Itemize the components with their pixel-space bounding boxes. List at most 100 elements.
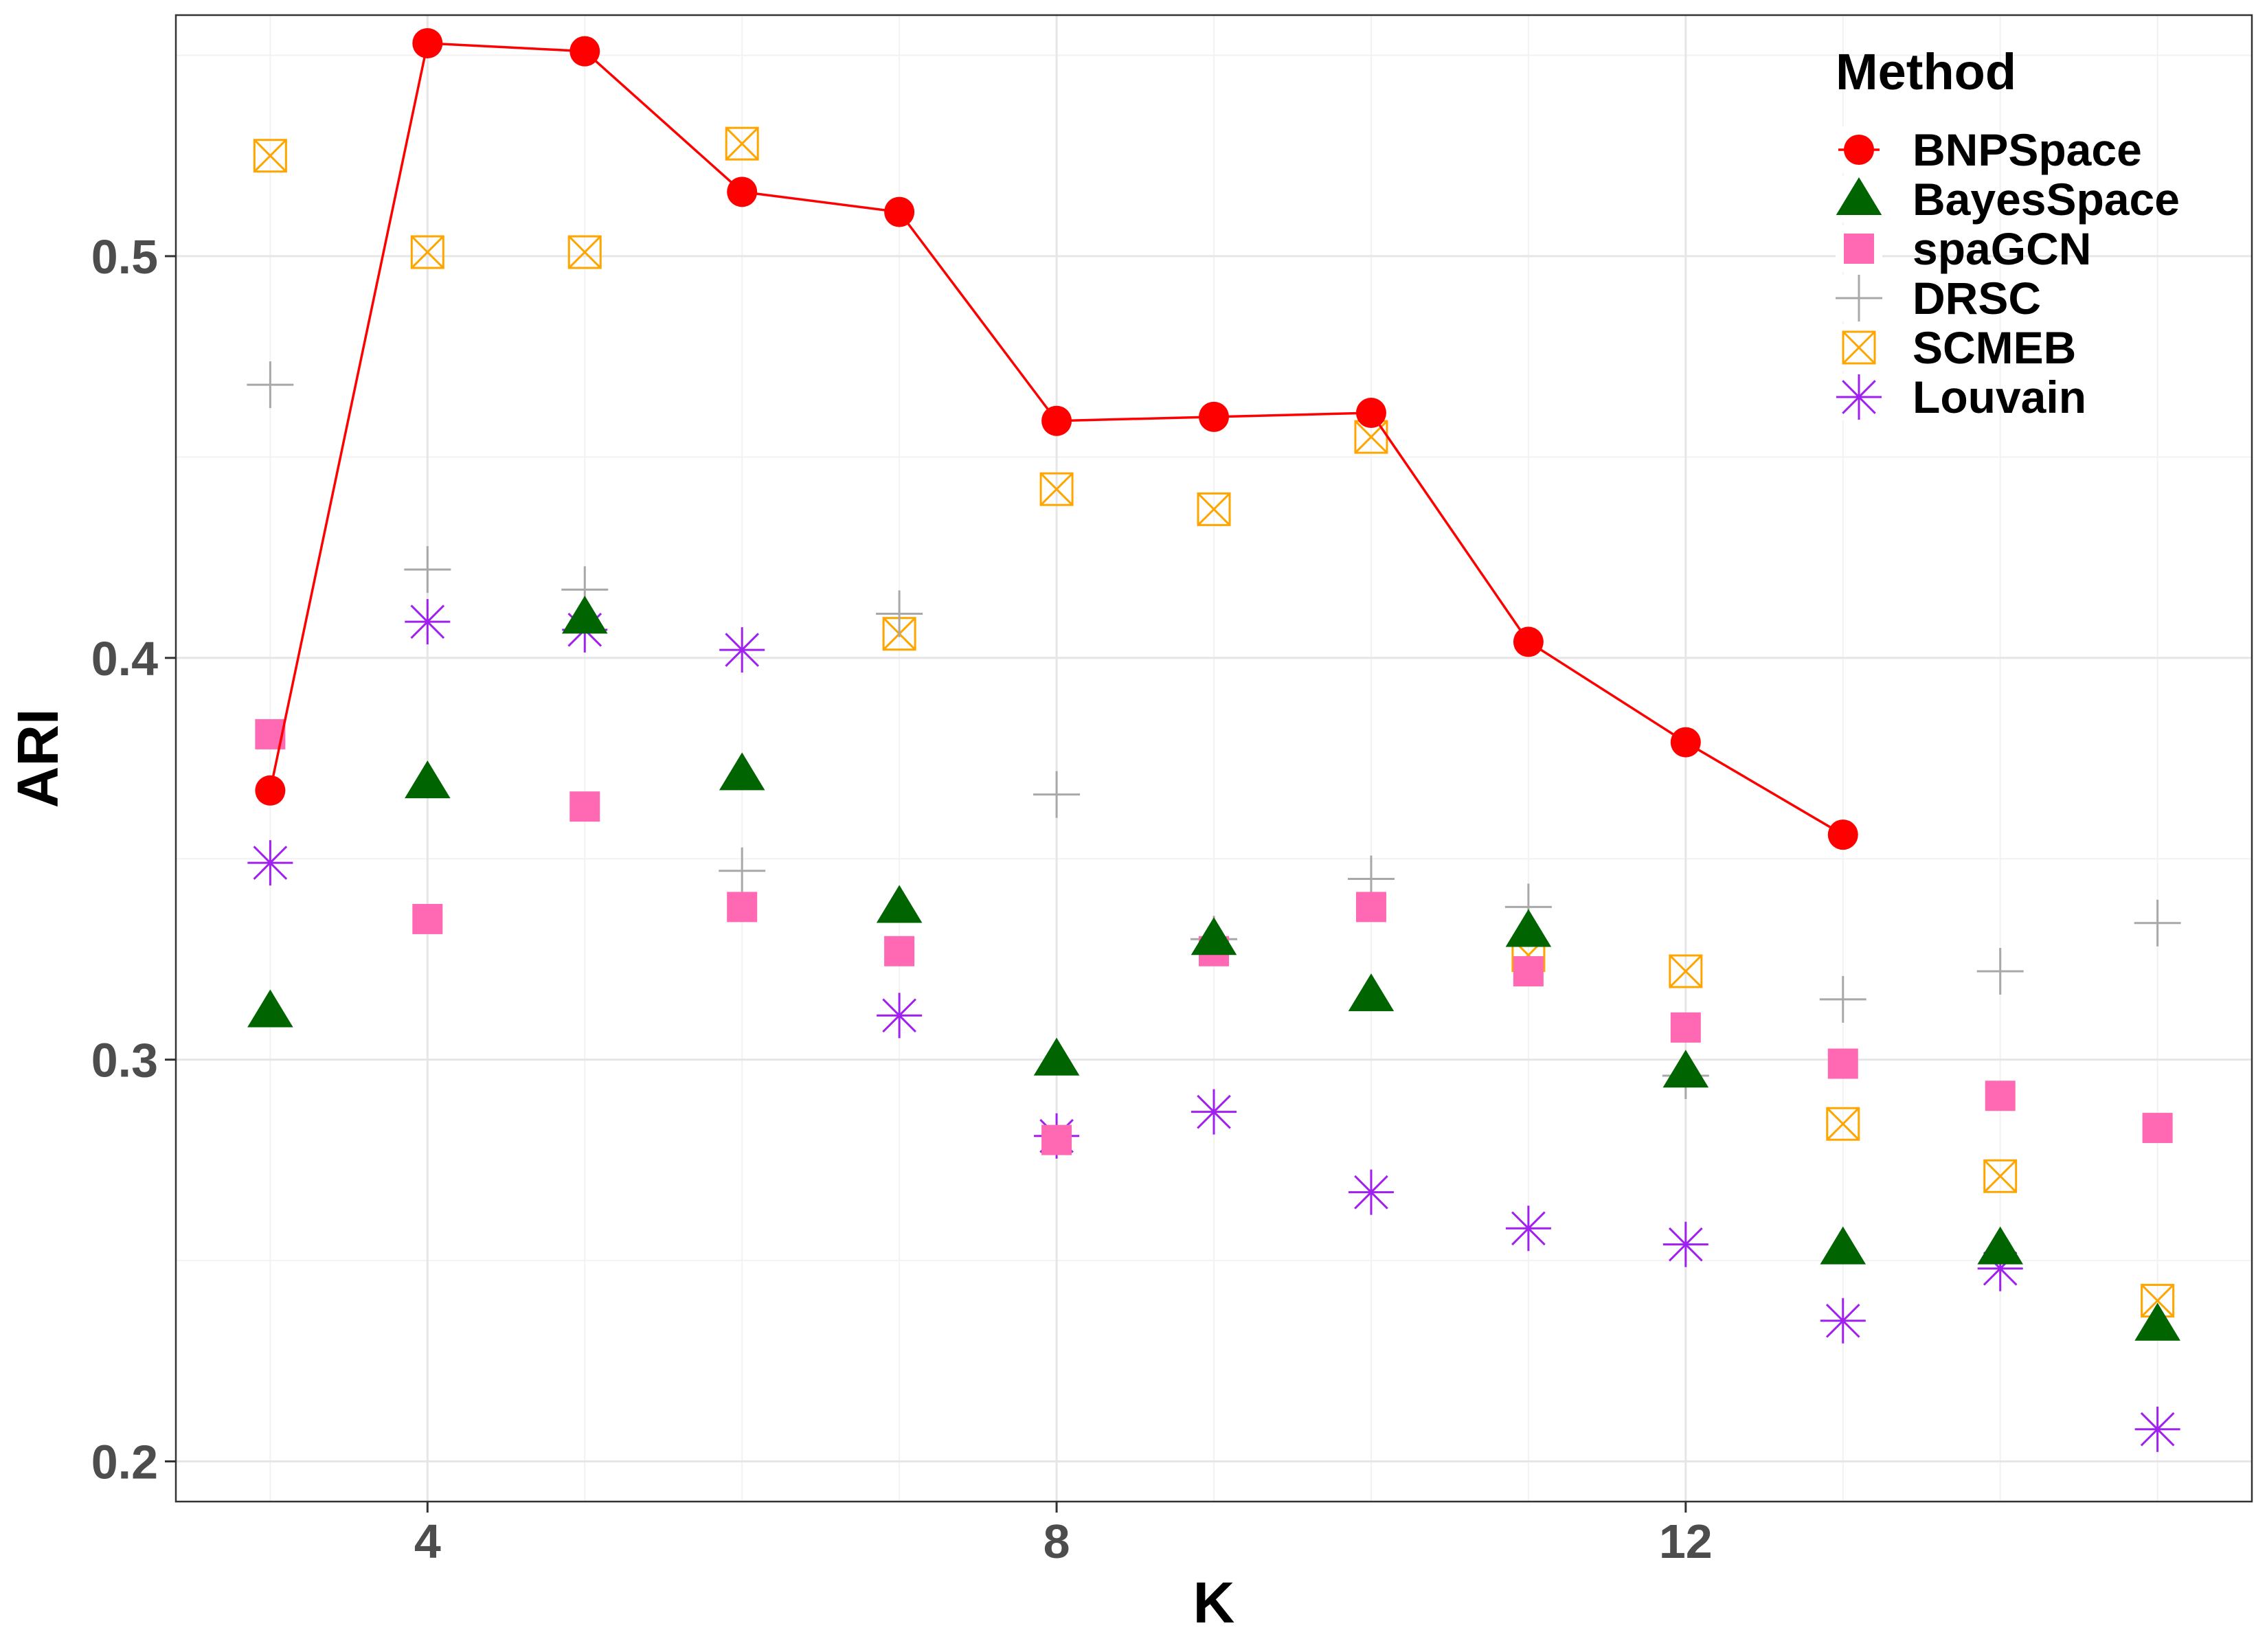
ast-d2 [1197,1094,1231,1129]
box-diag-2 [568,236,602,269]
x-axis-title: K [1193,1570,1235,1635]
y-axis: 0.2 0.3 0.4 0.5 [91,230,176,1489]
box-diag-2 [253,139,287,172]
data-point [719,847,766,894]
data-point [1827,1048,1858,1079]
ast-d2 [1354,1175,1388,1210]
legend-entry: Louvain [1836,372,2086,422]
legend-entry: BNPSpace [1836,124,2142,175]
legend-label: Louvain [1913,372,2086,422]
data-point [876,590,923,637]
x-axis: 4 8 12 [414,1502,1713,1568]
data-point [561,596,608,634]
data-point [727,892,758,923]
legend-key-marker [1836,374,1882,420]
data-point [567,235,602,269]
y-tick-label: 0.5 [91,230,158,284]
series-layer [247,27,2181,1452]
square-mark [727,892,758,923]
circle-mark [1513,626,1544,657]
legend-key-marker [1844,234,1874,264]
box-diag-2 [1842,330,1876,365]
data-point [2134,1406,2180,1452]
triangle-mark [1820,1226,1866,1265]
legend-label: BNPSpace [1913,124,2142,175]
y-tick-label: 0.2 [91,1436,158,1489]
data-point [1976,947,2024,995]
plot-border [174,14,2253,1503]
legend-entry: BayesSpace [1836,174,2180,225]
circle-mark [1827,819,1858,850]
x-tick-label: 8 [1044,1515,1070,1568]
data-point [2134,1302,2180,1341]
triangle-mark [247,989,293,1028]
circle-mark [1670,727,1701,758]
data-point [1820,1298,1866,1344]
box-diag-2 [1826,1107,1860,1141]
square-mark [1355,892,1386,923]
data-point [1827,819,1858,850]
box-diag-2 [411,236,444,269]
y-tick-label: 0.4 [91,632,158,686]
legend-label: DRSC [1913,273,2041,324]
circle-mark [884,196,915,227]
data-point [1977,1226,2023,1265]
triangle-mark [1033,1037,1080,1076]
y-tick-label: 0.3 [91,1034,158,1087]
square-mark [884,936,915,966]
box-mark [1669,954,1703,988]
box-mark [725,126,759,161]
data-point [405,599,451,645]
data-point [1670,727,1701,758]
data-point [1355,398,1386,429]
box-diag-2 [1039,473,1074,506]
data-point [404,546,451,593]
box-diag-2 [1669,954,1702,988]
circle-mark [569,36,600,67]
data-point [412,903,443,934]
data-point [410,235,444,269]
triangle-mark [405,760,451,799]
square-mark [2142,1113,2173,1144]
x-tick-label: 4 [414,1515,441,1568]
data-point [1983,1159,2018,1193]
ast-d2 [253,846,288,880]
data-point [877,993,923,1039]
box-mark [1842,330,1876,365]
data-point [1513,955,1544,986]
square-mark [569,791,600,822]
ast-d2 [725,633,760,667]
x-tick-label: 12 [1659,1515,1713,1568]
square-mark [412,903,443,934]
data-point [1348,973,1395,1012]
circle-mark [727,177,758,207]
series-bayesspace [247,596,2180,1341]
box-mark [253,139,287,173]
circle-mark [1355,398,1386,429]
circle-mark [1199,401,1229,432]
data-point [1191,917,1237,955]
data-point [1513,626,1544,657]
legend: Method BNPSpaceBayesSpacespaGCNDRSCSCMEB… [1836,43,2180,422]
data-point [1670,1012,1701,1043]
triangle-mark [719,752,765,791]
triangle-mark [2134,1302,2180,1341]
data-point [247,989,293,1028]
legend-label: BayesSpace [1913,174,2180,225]
data-point [247,361,294,409]
data-point [1826,1107,1860,1141]
data-point [1662,1050,1709,1088]
circle-mark [1041,405,1072,436]
triangle-mark [1662,1050,1709,1088]
data-point [247,840,293,886]
data-point [405,760,451,799]
circle-mark [1844,135,1874,165]
data-point [1819,975,1866,1023]
legend-entry: DRSC [1836,273,2041,324]
data-point [1199,401,1229,432]
data-point [253,139,287,173]
box-diag-2 [725,127,759,161]
data-point [1191,1089,1237,1135]
data-point [1669,954,1703,988]
